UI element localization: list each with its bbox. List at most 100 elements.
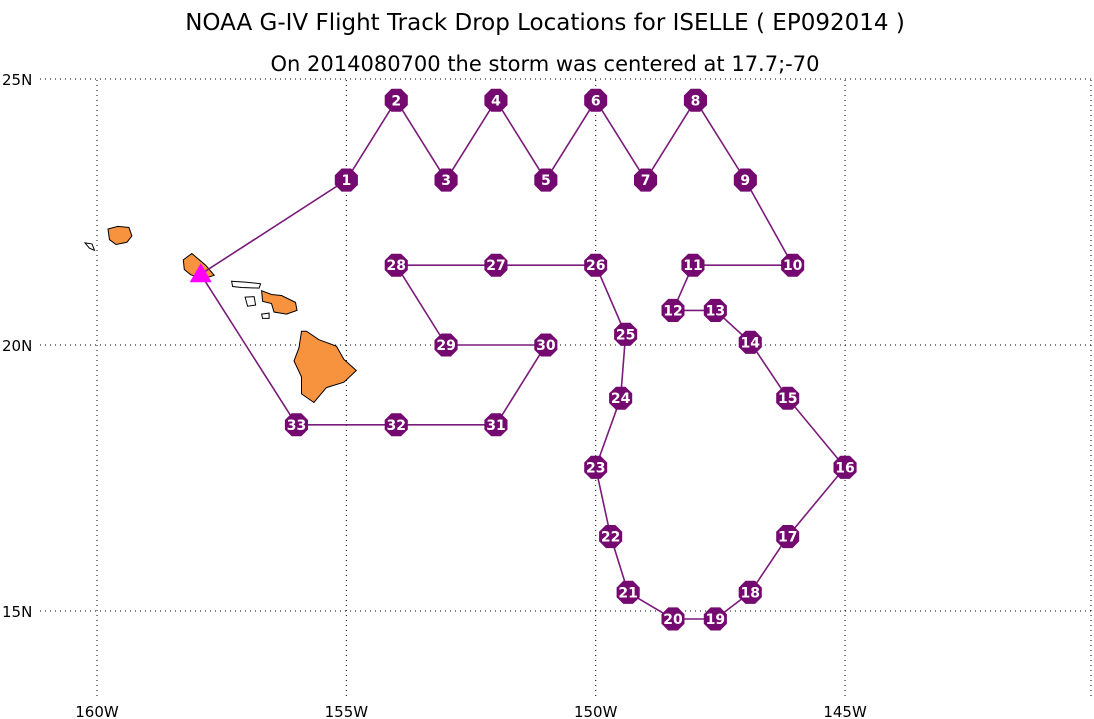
drop-marker-20: 20 [661,607,685,631]
drop-octagon [434,168,458,192]
island-kahoolawe [260,312,270,319]
drop-octagon [484,253,508,277]
drop-octagon [833,455,857,479]
lon-tick-label: 160W [75,703,119,719]
map-title: NOAA G-IV Flight Track Drop Locations fo… [185,10,905,36]
drop-label: 18 [741,585,760,601]
drop-marker-12: 12 [661,298,685,322]
drop-marker-16: 16 [833,455,857,479]
drop-label: 6 [591,93,601,109]
hawaiian-islands [83,225,358,404]
drop-octagon [609,386,633,410]
drop-label: 32 [386,418,405,434]
drop-octagon [584,88,608,112]
drop-octagon [681,253,705,277]
drop-label: 33 [287,418,306,434]
drop-marker-2: 2 [384,88,408,112]
drop-marker-23: 23 [584,455,608,479]
drop-octagon [733,168,757,192]
drop-label: 21 [618,585,637,601]
drop-marker-5: 5 [534,168,558,192]
lon-tick-label: 150W [574,703,618,719]
drop-marker-15: 15 [776,386,800,410]
drop-octagon [661,298,685,322]
drop-label: 20 [663,612,683,628]
island-hawaii [293,330,358,404]
drop-octagon [661,607,685,631]
drop-octagon [703,607,727,631]
drop-label: 4 [491,93,501,109]
graticule [40,78,1092,700]
drop-label: 7 [641,173,651,189]
drop-octagon [384,413,408,437]
drop-octagon [334,168,358,192]
drop-octagon [781,253,805,277]
drop-label: 5 [541,173,551,189]
map-subtitle: On 2014080700 the storm was centered at … [270,52,820,76]
drop-octagon [384,253,408,277]
drop-marker-11: 11 [681,253,705,277]
drop-label: 28 [386,258,405,274]
drop-octagon [284,413,308,437]
departure-marker [189,263,212,283]
drop-label: 24 [611,391,631,407]
drop-marker-22: 22 [599,525,623,549]
drop-octagon [484,413,508,437]
drop-octagon [434,333,458,357]
drop-label: 27 [486,258,505,274]
drop-marker-32: 32 [384,413,408,437]
drop-marker-24: 24 [609,386,633,410]
island-lanai [244,296,257,307]
drop-label: 31 [486,418,505,434]
island-molokai [230,280,262,289]
drop-marker-19: 19 [703,607,727,631]
drop-octagon [484,88,508,112]
drop-label: 26 [586,258,605,274]
drop-marker-9: 9 [733,168,757,192]
drop-octagon [534,333,558,357]
drop-octagon [599,525,623,549]
drop-label: 17 [778,530,797,546]
drop-label: 25 [616,327,635,343]
departure-triangle-icon [189,263,212,283]
drop-marker-3: 3 [434,168,458,192]
drop-marker-18: 18 [738,580,762,604]
drop-octagon [584,253,608,277]
drop-label: 1 [341,173,351,189]
island-oahu [182,252,216,280]
drop-label: 2 [391,93,401,109]
axis-labels: 160W 155W 150W 145W 25N 20N 15N [2,71,867,719]
drop-marker-14: 14 [738,330,762,354]
drop-marker-13: 13 [703,298,727,322]
drop-label: 30 [536,338,556,354]
island-maui [261,289,298,315]
island-niihau [83,242,96,252]
drop-label: 3 [441,173,451,189]
drop-label: 23 [586,460,605,476]
lat-tick-label: 20N [2,337,32,355]
drop-octagon [776,386,800,410]
drop-label: 22 [601,530,620,546]
drop-octagon [738,330,762,354]
drop-marker-4: 4 [484,88,508,112]
drop-marker-28: 28 [384,253,408,277]
island-kauai [107,225,133,246]
drop-octagon [614,322,638,346]
lon-tick-label: 155W [325,703,369,719]
drop-octagon [703,298,727,322]
drop-label: 10 [783,258,803,274]
drop-octagon [584,455,608,479]
drop-octagon [634,168,658,192]
lon-tick-label: 145W [823,703,867,719]
drop-marker-8: 8 [683,88,707,112]
drop-octagon [534,168,558,192]
drop-label: 15 [778,391,797,407]
drop-marker-10: 10 [781,253,805,277]
drop-label: 19 [706,612,725,628]
drop-marker-33: 33 [284,413,308,437]
drop-marker-27: 27 [484,253,508,277]
drop-marker-7: 7 [634,168,658,192]
drop-octagon [738,580,762,604]
